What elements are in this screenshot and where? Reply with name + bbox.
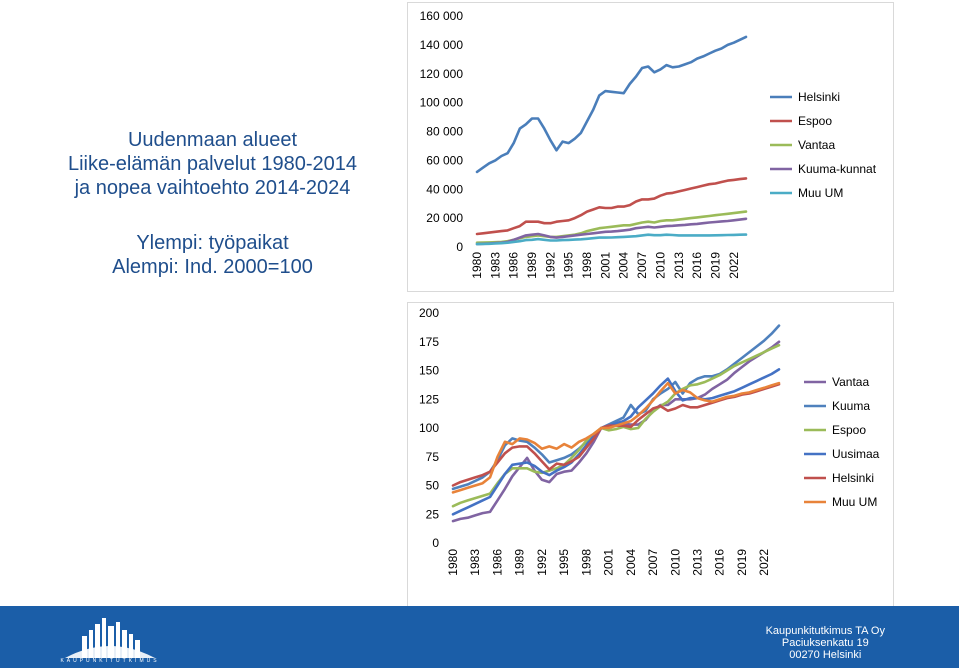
x-tick-label: 2022 bbox=[727, 252, 741, 279]
y-tick-label: 150 bbox=[419, 364, 439, 378]
slide-subtitle: Ylempi: työpaikat Alempi: Ind. 2000=100 bbox=[20, 231, 405, 279]
y-tick-label: 175 bbox=[419, 335, 439, 349]
x-tick-label: 1995 bbox=[557, 549, 571, 576]
slide-title: Uudenmaan alueet Liike-elämän palvelut 1… bbox=[20, 128, 405, 200]
legend-label: Vantaa bbox=[798, 138, 835, 152]
subtitle-line: Ylempi: työpaikat bbox=[136, 232, 289, 254]
title-line: Liike-elämän palvelut 1980-2014 bbox=[67, 153, 358, 175]
y-tick-label: 100 bbox=[419, 421, 439, 435]
legend-label: Uusimaa bbox=[832, 447, 880, 461]
title-line: Uudenmaan alueet bbox=[127, 129, 297, 151]
footer-address: Kaupunkitutkimus TA Oy Paciuksenkatu 19 … bbox=[766, 625, 885, 661]
x-tick-label: 1998 bbox=[579, 549, 593, 576]
y-tick-label: 40 000 bbox=[426, 182, 463, 196]
y-tick-label: 80 000 bbox=[426, 125, 463, 139]
y-tick-label: 20 000 bbox=[426, 211, 463, 225]
x-tick-label: 2007 bbox=[635, 252, 649, 279]
series-line-muu-um bbox=[451, 381, 781, 494]
x-tick-label: 2001 bbox=[602, 549, 616, 576]
footer-line: Paciuksenkatu 19 bbox=[781, 637, 869, 649]
x-tick-label: 1986 bbox=[490, 549, 504, 576]
x-tick-label: 1980 bbox=[446, 549, 460, 576]
x-tick-label: 2016 bbox=[713, 549, 727, 576]
footer-line: Kaupunkitutkimus TA Oy bbox=[765, 625, 885, 637]
x-tick-label: 1986 bbox=[507, 252, 521, 279]
y-tick-label: 100 000 bbox=[420, 96, 464, 110]
x-tick-label: 1989 bbox=[525, 252, 539, 279]
series-line-helsinki bbox=[475, 35, 748, 174]
y-tick-label: 120 000 bbox=[420, 67, 464, 81]
y-tick-label: 125 bbox=[419, 392, 439, 406]
y-tick-label: 60 000 bbox=[426, 153, 463, 167]
y-tick-label: 0 bbox=[432, 536, 439, 550]
legend-label: Espoo bbox=[832, 423, 866, 437]
y-tick-label: 200 bbox=[419, 306, 439, 320]
title-line: ja nopea vaihtoehto 2014-2024 bbox=[74, 177, 351, 199]
y-tick-label: 50 bbox=[426, 479, 440, 493]
x-tick-label: 2010 bbox=[653, 252, 667, 279]
x-tick-label: 2022 bbox=[757, 549, 771, 576]
charts-canvas: 0 20 000 40 000 60 000 80 000 100 000 120 000 1… bbox=[407, 2, 894, 606]
legend-label: Espoo bbox=[798, 114, 832, 128]
legend-label: Kuuma bbox=[832, 399, 870, 413]
x-tick-label: 2004 bbox=[617, 252, 631, 279]
y-tick-label: 75 bbox=[426, 450, 440, 464]
x-tick-label: 2013 bbox=[691, 549, 705, 576]
legend-label: Helsinki bbox=[832, 471, 874, 485]
subtitle-line: Alempi: Ind. 2000=100 bbox=[112, 256, 313, 278]
x-tick-label: 2019 bbox=[735, 549, 749, 576]
logo-text: KAUPUNKITUTKIMUS bbox=[60, 658, 160, 664]
x-tick-label: 1983 bbox=[488, 252, 502, 279]
x-tick-label: 1992 bbox=[535, 549, 549, 576]
y-tick-label: 140 000 bbox=[420, 38, 464, 52]
x-tick-label: 2001 bbox=[598, 252, 612, 279]
x-tick-label: 2010 bbox=[668, 549, 682, 576]
legend-label: Muu UM bbox=[832, 495, 877, 509]
x-tick-label: 2016 bbox=[690, 252, 704, 279]
y-tick-label: 0 bbox=[456, 240, 463, 254]
x-tick-label: 1980 bbox=[470, 252, 484, 279]
y-tick-label: 25 bbox=[426, 507, 440, 521]
series-line-kuuma-kunnat bbox=[475, 217, 748, 246]
x-tick-label: 2013 bbox=[672, 252, 686, 279]
footer-bar: KAUPUNKITUTKIMUS Kaupunkitutkimus TA Oy … bbox=[0, 606, 959, 668]
x-tick-label: 2004 bbox=[624, 549, 638, 576]
series-line-espoo bbox=[475, 177, 748, 236]
x-tick-label: 2019 bbox=[708, 252, 722, 279]
x-tick-label: 1995 bbox=[562, 252, 576, 279]
legend-label: Helsinki bbox=[798, 90, 840, 104]
legend-label: Vantaa bbox=[832, 375, 869, 389]
series-line-muu-um bbox=[475, 233, 748, 246]
x-tick-label: 1983 bbox=[468, 549, 482, 576]
footer-line: 00270 Helsinki bbox=[789, 649, 862, 661]
x-tick-label: 1992 bbox=[543, 252, 557, 279]
x-tick-label: 1989 bbox=[513, 549, 527, 576]
y-tick-label: 160 000 bbox=[420, 9, 464, 23]
city-skyline-logo-icon bbox=[65, 618, 155, 658]
series-line-uusimaa bbox=[451, 368, 781, 516]
legend-label: Kuuma-kunnat bbox=[798, 162, 877, 176]
x-tick-label: 2007 bbox=[646, 549, 660, 576]
legend-label: Muu UM bbox=[798, 186, 843, 200]
x-tick-label: 1998 bbox=[580, 252, 594, 279]
